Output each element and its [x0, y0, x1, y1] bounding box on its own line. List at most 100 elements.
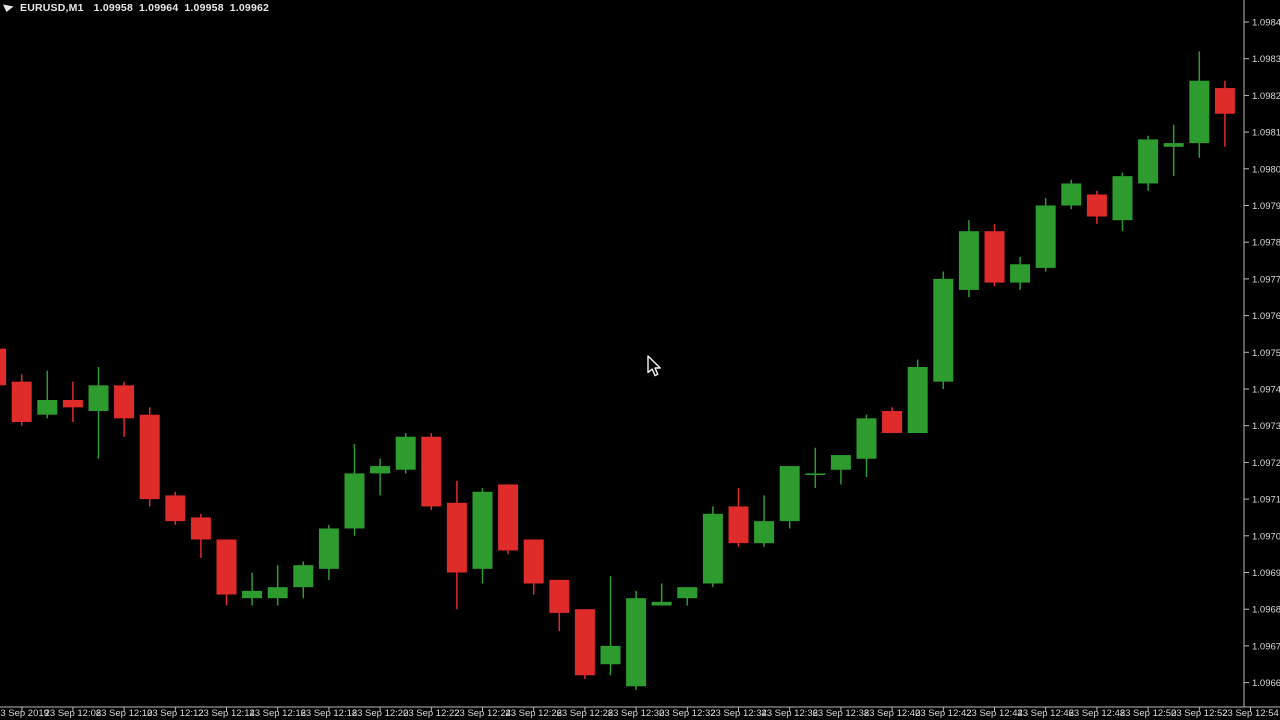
candle-12:08: [62, 381, 83, 423]
quote-low: 1.09958: [184, 2, 224, 14]
candle-12:52: [1189, 51, 1210, 158]
price-axis-label: 1.0984: [1252, 18, 1280, 29]
candle-12:05: [0, 348, 7, 386]
quote-high: 1.09964: [139, 2, 179, 14]
candle-12:37: [805, 447, 826, 489]
time-axis-label: 23 Sep 12:48: [1069, 708, 1126, 719]
candle-12:15: [242, 572, 263, 606]
chart-title: EURUSD,M1 1.09958 1.09964 1.09958 1.0996…: [3, 2, 269, 14]
candle-12:53: [1214, 80, 1235, 147]
time-axis-label: 23 Sep 12:34: [710, 708, 767, 719]
price-axis-label: 1.0967: [1252, 641, 1280, 652]
time-axis-label: 23 Sep 2019: [0, 708, 49, 719]
price-axis-label: 1.0983: [1252, 54, 1280, 65]
candle-12:44: [984, 223, 1005, 287]
candle-12:26: [523, 539, 544, 595]
symbol-timeframe-label: EURUSD,M1: [20, 2, 84, 14]
candle-12:40: [882, 407, 903, 434]
candle-12:35: [754, 495, 775, 547]
candle-12:47: [1061, 179, 1082, 210]
time-axis-label: 23 Sep 12:14: [198, 708, 255, 719]
candle-12:19: [344, 444, 365, 536]
price-axis-label: 1.0976: [1252, 311, 1280, 322]
candle-12:43: [958, 220, 979, 298]
price-axis-label: 1.0971: [1252, 495, 1280, 506]
candle-12:32: [677, 587, 698, 606]
candle-12:22: [421, 433, 442, 511]
candle-12:14: [216, 539, 237, 606]
price-axis-label: 1.0968: [1252, 605, 1280, 616]
candle-12:06: [11, 374, 32, 426]
candle-12:09: [88, 366, 109, 459]
candle-12:27: [549, 579, 570, 632]
candle-12:11: [139, 407, 160, 507]
price-axis-label: 1.0978: [1252, 238, 1280, 249]
time-axis-label: 23 Sep 12:12: [147, 708, 204, 719]
quote-open: 1.09958: [93, 2, 134, 14]
time-axis-label: 23 Sep 12:32: [659, 708, 716, 719]
candle-12:46: [1035, 198, 1056, 272]
candle-12:07: [37, 370, 58, 419]
candle-12:41: [907, 359, 928, 434]
time-axis-label: 23 Sep 12:16: [249, 708, 306, 719]
candle-12:48: [1086, 190, 1107, 224]
time-axis-label: 23 Sep 12:40: [864, 708, 921, 719]
candle-12:23: [446, 480, 467, 610]
candle-12:18: [318, 524, 339, 580]
price-axis-label: 1.0974: [1252, 385, 1280, 396]
time-axis-label: 23 Sep 12:36: [761, 708, 818, 719]
candle-12:21: [395, 433, 416, 474]
price-axis-label: 1.0982: [1252, 91, 1280, 102]
time-axis-label: 23 Sep 12:18: [301, 708, 358, 719]
time-axis-label: 23 Sep 12:54: [1222, 708, 1279, 719]
time-axis-label: 23 Sep 12:44: [966, 708, 1023, 719]
time-axis-label: 23 Sep 12:46: [1017, 708, 1074, 719]
price-axis-label: 1.0973: [1252, 421, 1280, 432]
candle-12:50: [1138, 135, 1159, 191]
candle-12:16: [267, 565, 288, 606]
candles-layer: [0, 51, 1235, 690]
candle-12:13: [190, 513, 211, 558]
candle-12:33: [702, 506, 723, 588]
time-axis-label: 23 Sep 12:20: [352, 708, 409, 719]
time-axis-label: 23 Sep 12:24: [454, 708, 511, 719]
candle-12:38: [830, 455, 851, 485]
price-axis-label: 1.0977: [1252, 274, 1280, 285]
candle-12:10: [114, 381, 135, 437]
time-axis-label: 23 Sep 12:30: [608, 708, 665, 719]
candle-12:12: [165, 491, 186, 525]
candle-12:30: [626, 590, 647, 690]
candle-12:17: [293, 561, 314, 599]
time-axis-label: 23 Sep 12:52: [1171, 708, 1228, 719]
time-axis-label: 23 Sep 12:50: [1120, 708, 1177, 719]
candle-12:20: [370, 458, 391, 496]
price-axis-label: 1.0972: [1252, 458, 1280, 469]
candle-12:31: [651, 583, 672, 606]
quote-close: 1.09962: [229, 2, 270, 14]
time-axis-label: 23 Sep 12:42: [915, 708, 972, 719]
candle-12:45: [1010, 256, 1031, 290]
time-axis-label: 23 Sep 12:38: [813, 708, 870, 719]
time-axis-label: 23 Sep 12:10: [96, 708, 153, 719]
time-axis-label: 23 Sep 12:28: [557, 708, 614, 719]
time-axis-label: 23 Sep 12:26: [505, 708, 562, 719]
price-axis-label: 1.0980: [1252, 164, 1280, 175]
candle-12:28: [574, 609, 595, 679]
price-axis-label: 1.0966: [1252, 678, 1280, 689]
candle-12:39: [856, 414, 877, 478]
price-axis-label: 1.0979: [1252, 201, 1280, 212]
candle-12:49: [1112, 172, 1133, 232]
price-axis-label: 1.0975: [1252, 348, 1280, 359]
candle-12:29: [600, 576, 621, 676]
candle-12:24: [472, 488, 493, 584]
candle-12:51: [1163, 124, 1184, 177]
candle-12:36: [779, 466, 800, 529]
candle-12:34: [728, 488, 749, 547]
chart-symbol-arrow-icon: [3, 4, 14, 12]
time-axis-label: 23 Sep 12:22: [403, 708, 460, 719]
price-axis-label: 1.0970: [1252, 531, 1280, 542]
price-axis-label: 1.0981: [1252, 128, 1280, 139]
